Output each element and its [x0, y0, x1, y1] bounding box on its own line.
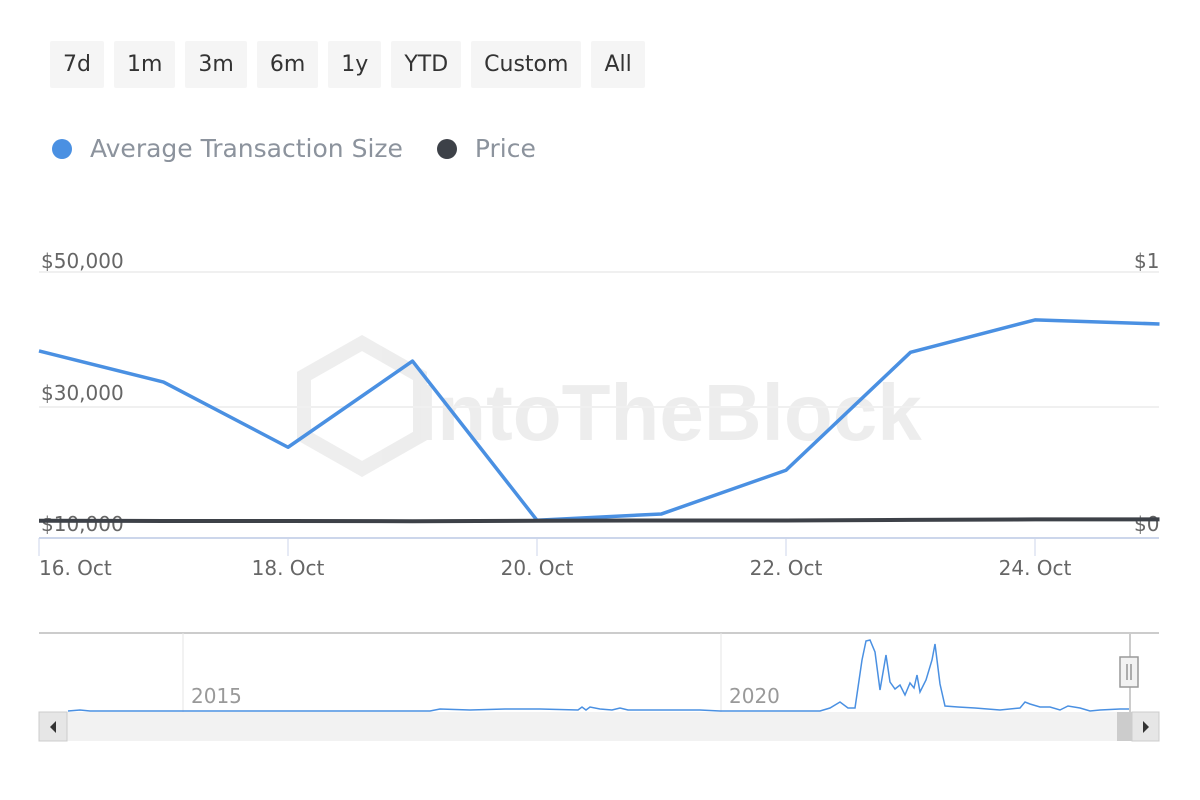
range-7d-button[interactable]: 7d — [50, 41, 104, 88]
legend-label: Average Transaction Size — [90, 134, 403, 163]
range-3m-button[interactable]: 3m — [185, 41, 247, 88]
x-tick-label: 24. Oct — [999, 556, 1072, 580]
svg-text:IntoTheBlock: IntoTheBlock — [415, 368, 922, 457]
scrollbar-thumb[interactable] — [1117, 712, 1132, 741]
x-tick-label: 18. Oct — [252, 556, 325, 580]
legend-item-avg-tx-size[interactable]: Average Transaction Size — [52, 134, 403, 163]
y-right-tick-label: $1 — [1134, 249, 1159, 273]
x-tick-label: 16. Oct — [39, 556, 112, 580]
legend-item-price[interactable]: Price — [436, 134, 536, 163]
y-left-tick-label: $10,000 — [41, 512, 124, 536]
arrow-right-icon — [1143, 721, 1149, 733]
y-right-tick-label: $0 — [1134, 512, 1159, 536]
navigator: 2015 2020 — [38, 632, 1160, 742]
x-tick-label: 22. Oct — [750, 556, 823, 580]
range-1y-button[interactable]: 1y — [328, 41, 382, 88]
range-custom-button[interactable]: Custom — [471, 41, 582, 88]
x-tick-label: 20. Oct — [501, 556, 574, 580]
navigator-label: 2020 — [729, 684, 780, 708]
range-selector: 7d 1m 3m 6m 1y YTD Custom All — [50, 41, 645, 88]
y-left-tick-label: $50,000 — [41, 249, 124, 273]
watermark: IntoTheBlock — [297, 334, 922, 478]
legend-marker — [52, 138, 72, 159]
navigator-handle[interactable] — [1119, 656, 1139, 688]
legend: Average Transaction Size Price — [52, 134, 536, 163]
y-left-tick-label: $30,000 — [41, 381, 124, 405]
legend-label: Price — [474, 134, 536, 163]
legend-marker — [436, 138, 457, 159]
series-line-avg-tx-size — [38, 318, 1160, 523]
range-ytd-button[interactable]: YTD — [391, 41, 462, 88]
range-6m-button[interactable]: 6m — [256, 41, 319, 88]
series-line-price — [38, 517, 1160, 524]
range-all-button[interactable]: All — [591, 41, 645, 88]
navigator-label: 2015 — [191, 684, 242, 708]
navigator-series — [67, 639, 1130, 712]
range-1m-button[interactable]: 1m — [113, 41, 176, 88]
arrow-left-icon — [50, 721, 56, 733]
scrollbar-track[interactable] — [39, 712, 1159, 741]
